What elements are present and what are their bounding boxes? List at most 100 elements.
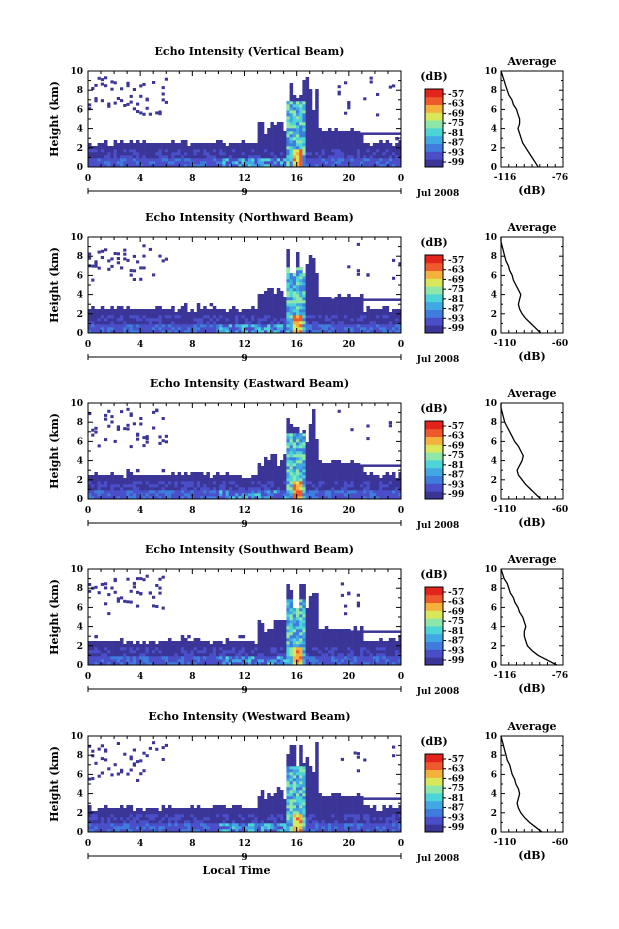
y-tick-label: 0: [77, 661, 83, 671]
colorbar-swatch: [425, 800, 443, 809]
day-marker: 9: [241, 520, 247, 530]
avg-y-tick-label: 10: [484, 67, 497, 77]
y-tick-label: 6: [77, 271, 83, 281]
average-profile-line: [500, 237, 542, 334]
colorbar-tick-label: -69: [448, 441, 464, 451]
x-tick-label: 20: [343, 506, 356, 516]
x-tick-label: 4: [137, 174, 143, 184]
x-tick-label: 12: [238, 839, 251, 849]
colorbar-swatch: [425, 452, 443, 461]
colorbar-unit: (dB): [420, 735, 447, 748]
colorbar-tick-label: -63: [448, 266, 464, 276]
avg-x-label: (dB): [518, 350, 545, 363]
x-tick-label: 20: [343, 672, 356, 682]
y-tick-label: 0: [77, 495, 83, 505]
avg-x-tick-label: -76: [552, 671, 568, 681]
avg-y-tick-label: 4: [491, 125, 497, 135]
colorbar-tick-label: -81: [448, 461, 464, 471]
panel-title: Echo Intensity (Southward Beam): [145, 543, 354, 556]
avg-x-tick-label: -110: [494, 505, 517, 515]
panel-4: [87, 568, 564, 692]
panel-5: [87, 735, 564, 859]
colorbar-tick-label: -63: [448, 598, 464, 608]
avg-x-label: (dB): [518, 516, 545, 529]
avg-y-tick-label: 6: [491, 603, 497, 613]
x-tick-label: 8: [189, 174, 195, 184]
date-label: Jul 2008: [416, 521, 459, 531]
y-tick-label: 8: [77, 751, 83, 761]
x-tick-label: 16: [290, 174, 303, 184]
colorbar-tick-label: -57: [448, 755, 464, 765]
colorbar-tick-label: -93: [448, 148, 464, 158]
average-frame: [500, 735, 564, 833]
colorbar-unit: (dB): [420, 70, 447, 83]
avg-x-label: (dB): [518, 682, 545, 695]
colorbar-swatch: [425, 301, 443, 310]
colorbar-swatch: [425, 294, 443, 303]
colorbar-tick-label: -87: [448, 305, 464, 315]
y-axis-label: Height (km): [48, 579, 61, 655]
x-tick-label: 0: [398, 839, 404, 849]
y-tick-label: 10: [70, 732, 83, 742]
x-tick-label: 0: [398, 340, 404, 350]
colorbar-swatch: [425, 309, 443, 318]
colorbar-swatch: [425, 633, 443, 642]
x-tick-label: 20: [343, 340, 356, 350]
x-tick-label: 12: [238, 672, 251, 682]
y-axis-label: Height (km): [48, 247, 61, 323]
heatmap-field: [88, 76, 401, 167]
colorbar-tick-label: -75: [448, 451, 464, 461]
heatmap-field: [88, 407, 401, 499]
colorbar-swatch: [425, 618, 443, 627]
colorbar-swatch: [425, 89, 443, 98]
colorbar-swatch: [425, 641, 443, 650]
avg-y-tick-label: 8: [491, 584, 497, 594]
y-tick-label: 4: [77, 623, 83, 633]
colorbar-tick-label: -57: [448, 422, 464, 432]
colorbar-swatch: [425, 785, 443, 794]
colorbar-tick-label: -63: [448, 100, 464, 110]
colorbar-swatch: [425, 428, 443, 437]
colorbar-swatch: [425, 594, 443, 603]
day-marker: 9: [241, 354, 247, 364]
avg-x-tick-label: -116: [494, 671, 517, 681]
colorbar-tick-label: -57: [448, 588, 464, 598]
avg-y-tick-label: 2: [491, 144, 497, 154]
avg-y-tick-label: 8: [491, 418, 497, 428]
avg-x-label: (dB): [518, 184, 545, 197]
x-tick-label: 0: [85, 672, 91, 682]
x-tick-label: 4: [137, 340, 143, 350]
y-axis-label: Height (km): [48, 81, 61, 157]
average-profile-line: [500, 568, 558, 666]
colorbar-unit: (dB): [420, 402, 447, 415]
avg-y-tick-label: 0: [491, 828, 497, 838]
average-frame: [500, 402, 564, 500]
x-tick-label: 0: [85, 839, 91, 849]
colorbar-tick-label: -57: [448, 90, 464, 100]
y-tick-label: 10: [70, 399, 83, 409]
colorbar-tick-label: -63: [448, 765, 464, 775]
x-tick-label: 0: [398, 174, 404, 184]
colorbar-tick-label: -69: [448, 275, 464, 285]
y-tick-label: 2: [77, 809, 83, 819]
x-tick-label: 0: [85, 506, 91, 516]
avg-y-tick-label: 0: [491, 495, 497, 505]
colorbar-swatch: [425, 610, 443, 619]
colorbar-swatch: [425, 112, 443, 121]
average-profile-line: [500, 70, 539, 168]
y-tick-label: 8: [77, 418, 83, 428]
x-tick-label: 16: [290, 340, 303, 350]
colorbar-tick-label: -99: [448, 823, 464, 833]
y-tick-label: 6: [77, 770, 83, 780]
y-tick-label: 2: [77, 310, 83, 320]
y-tick-label: 6: [77, 603, 83, 613]
colorbar-tick-label: -75: [448, 784, 464, 794]
colorbar-swatch: [425, 262, 443, 271]
x-tick-label: 0: [85, 174, 91, 184]
colorbar-tick-label: -99: [448, 324, 464, 334]
colorbar-swatch: [425, 159, 443, 168]
colorbar-swatch: [425, 317, 443, 326]
echo-layer: [316, 132, 401, 135]
colorbar-swatch: [425, 793, 443, 802]
